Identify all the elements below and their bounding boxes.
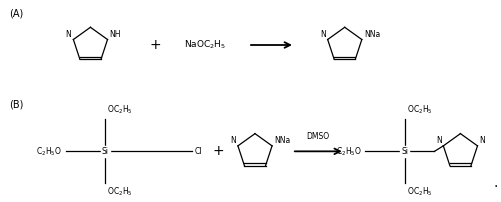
Text: C$_2$H$_5$O: C$_2$H$_5$O xyxy=(335,145,361,158)
Text: DMSO: DMSO xyxy=(306,133,329,141)
Text: Cl: Cl xyxy=(194,147,201,156)
Text: NNa: NNa xyxy=(274,136,290,145)
Text: .: . xyxy=(492,176,496,190)
Text: OC$_2$H$_5$: OC$_2$H$_5$ xyxy=(406,186,431,198)
Text: N: N xyxy=(66,29,71,39)
Text: OC$_2$H$_5$: OC$_2$H$_5$ xyxy=(107,103,133,116)
Text: NH: NH xyxy=(109,29,121,39)
Text: (B): (B) xyxy=(9,99,23,109)
Text: NaOC$_2$H$_5$: NaOC$_2$H$_5$ xyxy=(183,39,226,51)
Text: N: N xyxy=(319,29,325,39)
Text: (A): (A) xyxy=(9,8,23,19)
Text: N: N xyxy=(436,136,441,145)
Text: Si: Si xyxy=(102,147,109,156)
Text: OC$_2$H$_5$: OC$_2$H$_5$ xyxy=(107,186,133,198)
Text: N: N xyxy=(478,136,484,145)
Text: NNa: NNa xyxy=(363,29,379,39)
Text: +: + xyxy=(212,144,223,158)
Text: OC$_2$H$_5$: OC$_2$H$_5$ xyxy=(406,103,431,116)
Text: Si: Si xyxy=(400,147,407,156)
Text: N: N xyxy=(230,136,235,145)
Text: +: + xyxy=(149,38,161,52)
Text: C$_2$H$_5$O: C$_2$H$_5$O xyxy=(37,145,63,158)
